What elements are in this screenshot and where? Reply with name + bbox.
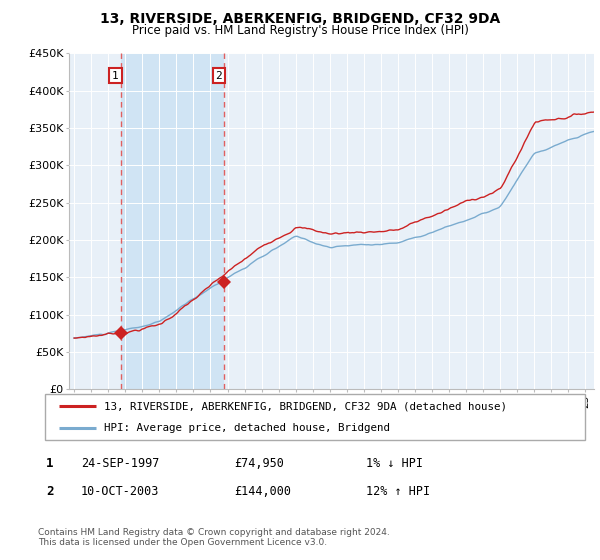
Text: 1: 1 — [46, 457, 53, 470]
Bar — [121, 53, 224, 389]
Text: £74,950: £74,950 — [234, 457, 284, 470]
Text: £144,000: £144,000 — [234, 485, 291, 498]
Text: 1% ↓ HPI: 1% ↓ HPI — [366, 457, 423, 470]
FancyBboxPatch shape — [45, 394, 585, 440]
Text: HPI: Average price, detached house, Bridgend: HPI: Average price, detached house, Brid… — [104, 423, 391, 433]
Text: 12% ↑ HPI: 12% ↑ HPI — [366, 485, 430, 498]
Text: 13, RIVERSIDE, ABERKENFIG, BRIDGEND, CF32 9DA: 13, RIVERSIDE, ABERKENFIG, BRIDGEND, CF3… — [100, 12, 500, 26]
Text: 10-OCT-2003: 10-OCT-2003 — [81, 485, 160, 498]
Text: 2: 2 — [46, 485, 53, 498]
Text: Contains HM Land Registry data © Crown copyright and database right 2024.
This d: Contains HM Land Registry data © Crown c… — [38, 528, 389, 547]
Text: Price paid vs. HM Land Registry's House Price Index (HPI): Price paid vs. HM Land Registry's House … — [131, 24, 469, 36]
Text: 24-SEP-1997: 24-SEP-1997 — [81, 457, 160, 470]
Text: 13, RIVERSIDE, ABERKENFIG, BRIDGEND, CF32 9DA (detached house): 13, RIVERSIDE, ABERKENFIG, BRIDGEND, CF3… — [104, 401, 508, 411]
Text: 2: 2 — [215, 71, 222, 81]
Text: 1: 1 — [112, 71, 119, 81]
